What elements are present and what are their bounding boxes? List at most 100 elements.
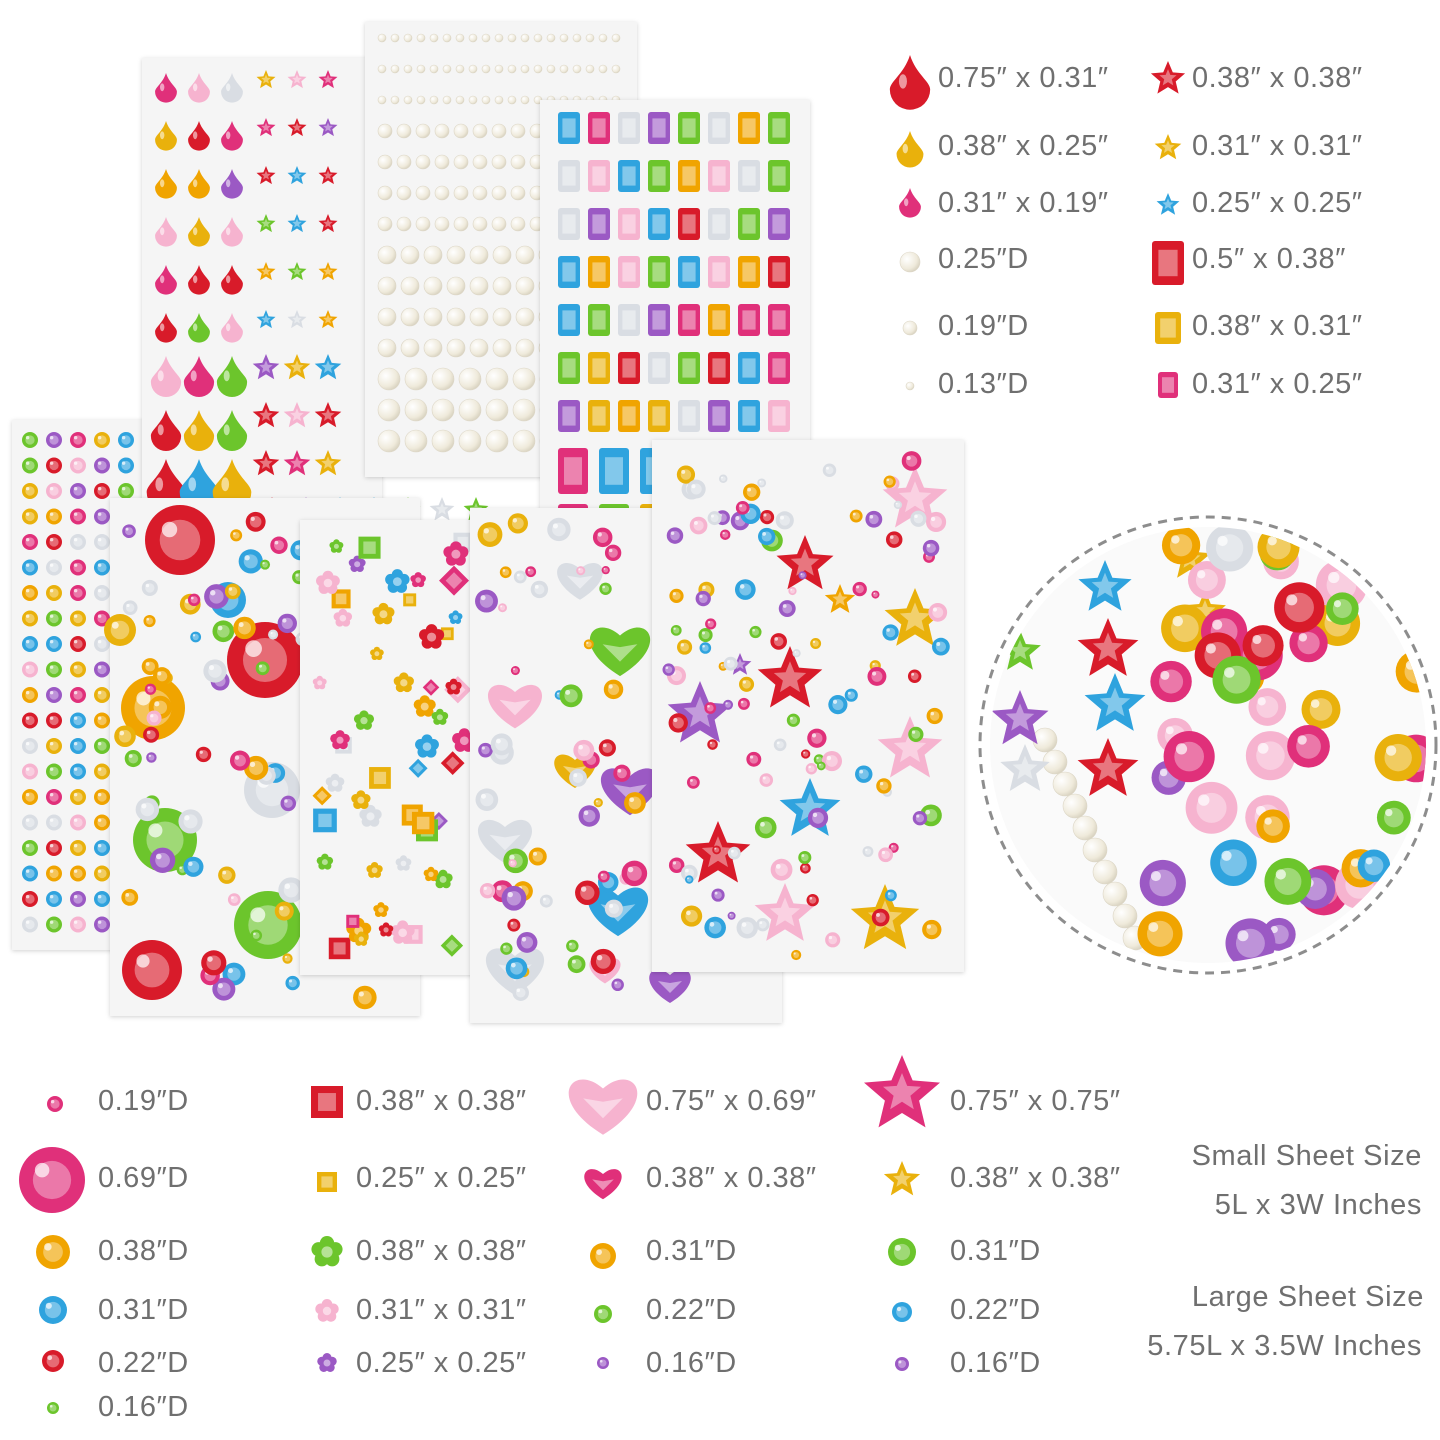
size-label: 0.38″ x 0.38″ xyxy=(356,1085,527,1117)
flower-gem xyxy=(312,675,327,690)
round-gem xyxy=(94,763,110,780)
pearl xyxy=(512,367,536,391)
sticker-sheets-front xyxy=(104,440,964,1023)
pearl xyxy=(485,398,509,422)
size-label: 0.31″ x 0.31″ xyxy=(356,1294,527,1326)
round-gem xyxy=(195,746,212,763)
round-gem xyxy=(94,840,110,856)
round-gem xyxy=(621,860,648,887)
size-label: 0.38″ x 0.38″ xyxy=(950,1162,1121,1194)
square-gem xyxy=(408,758,428,778)
round-gem xyxy=(513,570,527,584)
star-gem xyxy=(287,310,307,329)
rectangle-gem xyxy=(768,256,790,288)
flower-gem xyxy=(315,1299,339,1322)
round-gem xyxy=(749,625,762,639)
size-label: 0.25″D xyxy=(938,243,1029,275)
round-gem xyxy=(1376,800,1411,835)
pearl xyxy=(377,64,387,74)
round-gem xyxy=(1374,733,1422,782)
pearl xyxy=(468,64,478,74)
pearl xyxy=(446,338,466,358)
round-gem xyxy=(94,457,110,474)
rectangle-gem xyxy=(618,112,640,144)
pearl xyxy=(404,429,428,453)
round-gem xyxy=(578,805,600,827)
round-gem xyxy=(788,586,797,596)
pearl xyxy=(469,276,489,296)
round-gem xyxy=(149,847,176,873)
zoom-detail-circle xyxy=(978,515,1438,975)
round-gem xyxy=(821,750,843,772)
round-gem xyxy=(810,638,822,649)
pearl xyxy=(905,381,915,391)
pearl xyxy=(377,95,387,105)
star-gem xyxy=(314,450,342,476)
rectangle-gem xyxy=(738,256,760,288)
pearl xyxy=(431,398,455,422)
round-gem xyxy=(227,893,241,906)
round-gem xyxy=(736,917,758,939)
round-gem xyxy=(525,566,537,578)
round-gem xyxy=(547,517,571,542)
round-gem xyxy=(36,1235,70,1269)
size-label: 0.75″ x 0.31″ xyxy=(938,62,1109,94)
round-gem xyxy=(141,579,158,596)
round-gem xyxy=(884,889,897,902)
rectangle-gem xyxy=(738,400,760,432)
flower-gem xyxy=(372,602,395,625)
pearl xyxy=(515,338,535,358)
round-gem xyxy=(22,840,38,856)
round-gem xyxy=(1289,623,1328,663)
large-sheet-value: 5.75L x 3.5W Inches xyxy=(1147,1330,1422,1362)
heart-gem xyxy=(487,684,543,729)
round-gem xyxy=(718,474,728,484)
round-gem xyxy=(212,977,236,1001)
teardrop-gem xyxy=(188,169,210,199)
round-gem xyxy=(104,614,136,646)
pearl xyxy=(611,64,621,74)
rectangle-gem xyxy=(618,400,640,432)
pearl xyxy=(458,367,482,391)
round-gem xyxy=(46,738,62,754)
round-gem xyxy=(499,566,512,579)
round-gem xyxy=(1150,660,1192,703)
round-gem xyxy=(743,483,761,501)
round-gem xyxy=(592,527,613,548)
round-gem xyxy=(46,610,62,627)
teardrop-gem xyxy=(155,169,177,199)
round-gem xyxy=(707,511,722,526)
round-gem xyxy=(22,636,38,652)
star-gem xyxy=(1156,193,1180,215)
heart-gem xyxy=(584,1169,622,1200)
round-gem xyxy=(218,866,236,884)
round-gem xyxy=(908,726,924,743)
round-gem xyxy=(46,712,62,729)
round-gem xyxy=(46,814,62,831)
round-gem xyxy=(118,457,134,474)
pearl xyxy=(585,33,595,43)
star-gem xyxy=(1077,618,1139,676)
size-label: 0.22″D xyxy=(646,1294,737,1326)
pearl xyxy=(403,33,413,43)
rectangle-gem xyxy=(648,208,670,240)
rectangle-gem xyxy=(648,352,670,384)
rectangle-gem xyxy=(678,208,700,240)
pearl xyxy=(404,367,428,391)
round-gem xyxy=(505,957,528,980)
rectangle-gem xyxy=(558,208,580,240)
star-gem xyxy=(252,354,280,380)
pearl xyxy=(481,95,491,105)
teardrop-gem xyxy=(183,410,215,452)
teardrop-gem xyxy=(188,217,210,247)
rectangle-gem xyxy=(588,304,610,336)
round-gem xyxy=(695,590,711,607)
pearl xyxy=(510,123,526,139)
pearl xyxy=(403,95,413,105)
teardrop-gem xyxy=(155,121,177,151)
round-gem xyxy=(1137,911,1183,957)
rectangle-gem xyxy=(678,400,700,432)
round-gem xyxy=(512,984,529,1001)
rectangle-gem xyxy=(678,352,700,384)
round-gem xyxy=(203,659,227,683)
